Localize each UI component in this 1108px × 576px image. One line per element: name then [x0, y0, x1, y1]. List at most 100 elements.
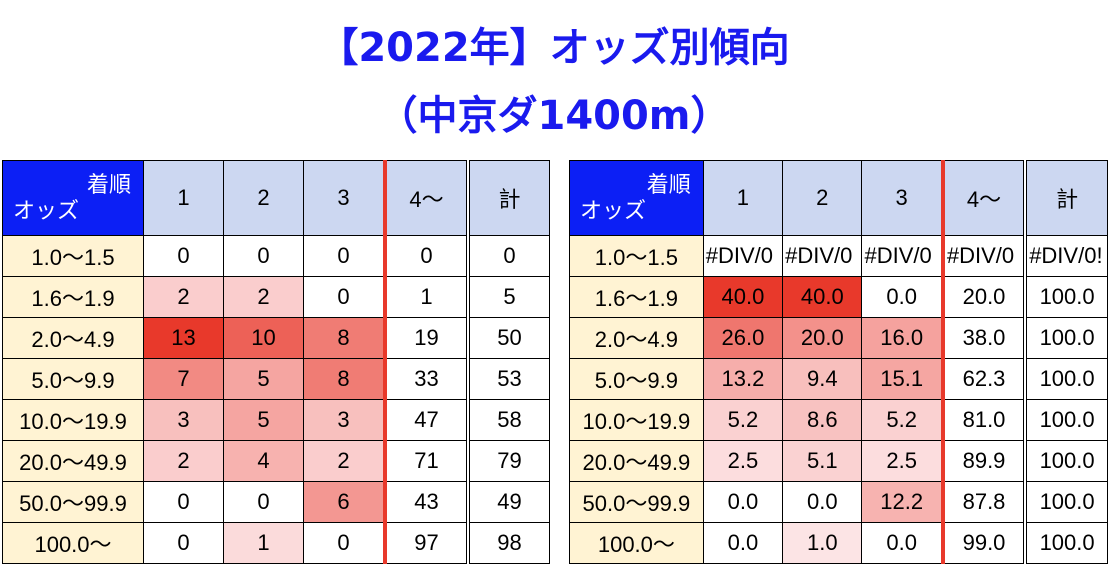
count-cell: 4 — [223, 440, 304, 482]
rate-cell: 13.2 — [702, 358, 784, 400]
rate-cell: 2.5 — [702, 440, 784, 482]
rate-cell: 15.1 — [861, 358, 945, 400]
rate-table-row: 10.0〜19.9 5.2 8.6 5.2 81.0 100.0 — [569, 399, 1108, 441]
rate-cell: 20.0 — [782, 317, 863, 359]
count-cell: 5 — [466, 276, 550, 318]
count-col-header: 3 — [303, 160, 387, 236]
rate-cell: 0.0 — [861, 522, 945, 564]
count-cell: 19 — [384, 317, 469, 359]
count-table-row: 20.0〜49.9 2 4 2 71 79 — [2, 440, 550, 482]
rate-row-label: 50.0〜99.9 — [569, 481, 704, 523]
count-cell: 3 — [303, 399, 387, 441]
rate-cell: 100.0 — [1023, 276, 1108, 318]
rate-cell: 0.0 — [861, 276, 945, 318]
count-cell: 47 — [384, 399, 469, 441]
rate-corner-top: 着順 — [646, 172, 691, 197]
count-cell: 5 — [223, 399, 304, 441]
rate-col-header: 3 — [861, 160, 945, 236]
rate-cell: 38.0 — [942, 317, 1026, 359]
rate-cell: 0.0 — [782, 481, 863, 523]
rate-cell: #DIV/0 — [942, 235, 1026, 277]
rate-corner-header: 着順 オッズ — [569, 160, 704, 236]
rate-cell: 87.8 — [942, 481, 1026, 523]
count-row-label: 50.0〜99.9 — [2, 481, 144, 523]
count-cell: 79 — [466, 440, 550, 482]
count-table-row: 100.0〜 0 1 0 97 98 — [2, 522, 550, 564]
count-cell: 33 — [384, 358, 469, 400]
rate-cell: 2.5 — [861, 440, 945, 482]
rate-cell: 100.0 — [1023, 481, 1108, 523]
count-cell: 0 — [303, 276, 387, 318]
count-row-label: 5.0〜9.9 — [2, 358, 144, 400]
count-row-label: 20.0〜49.9 — [2, 440, 144, 482]
count-cell: 13 — [143, 317, 224, 359]
rate-cell: 40.0 — [782, 276, 863, 318]
rate-row-label: 2.0〜4.9 — [569, 317, 704, 359]
rate-table-row: 5.0〜9.9 13.2 9.4 15.1 62.3 100.0 — [569, 358, 1108, 400]
rate-cell: 0.0 — [702, 522, 784, 564]
count-col-header: 2 — [223, 160, 304, 236]
rate-cell: 100.0 — [1023, 522, 1108, 564]
rate-table-row: 1.6〜1.9 40.0 40.0 0.0 20.0 100.0 — [569, 276, 1108, 318]
count-row-label: 100.0〜 — [2, 522, 144, 564]
count-cell: 0 — [466, 235, 550, 277]
rate-cell: 100.0 — [1023, 440, 1108, 482]
rate-cell: 100.0 — [1023, 358, 1108, 400]
rate-col-header: 1 — [702, 160, 784, 236]
count-cell: 50 — [466, 317, 550, 359]
count-cell: 10 — [223, 317, 304, 359]
count-col-header: 1 — [143, 160, 224, 236]
page-subtitle: （中京ダ1400m） — [377, 93, 731, 139]
rate-table: 着順 オッズ 1 2 3 4〜計 1.0〜1.5 #DIV/0 #DIV/0 #DIV/0 #DIV… — [569, 160, 1108, 564]
count-cell: 1 — [223, 522, 304, 564]
rate-row-label: 5.0〜9.9 — [569, 358, 704, 400]
count-cell: 1 — [384, 276, 469, 318]
rate-cell: 26.0 — [702, 317, 784, 359]
rate-cell: 89.9 — [942, 440, 1026, 482]
count-cell: 6 — [303, 481, 387, 523]
count-cell: 53 — [466, 358, 550, 400]
count-cell: 7 — [143, 358, 224, 400]
rate-col-header: 計 — [1023, 160, 1108, 236]
rate-table-row: 2.0〜4.9 26.0 20.0 16.0 38.0 100.0 — [569, 317, 1108, 359]
count-cell: 97 — [384, 522, 469, 564]
rate-cell: 8.6 — [782, 399, 863, 441]
rate-table-row: 1.0〜1.5 #DIV/0 #DIV/0 #DIV/0 #DIV/0 #DIV/0! — [569, 235, 1108, 277]
rate-cell: #DIV/0 — [861, 235, 945, 277]
count-table-row: 10.0〜19.9 3 5 3 47 58 — [2, 399, 550, 441]
rate-row-label: 10.0〜19.9 — [569, 399, 704, 441]
page-title: 【2022年】オッズ別傾向 — [318, 25, 790, 71]
count-row-label: 1.0〜1.5 — [2, 235, 144, 277]
count-cell: 2 — [303, 440, 387, 482]
rate-col-header: 4〜 — [942, 160, 1026, 236]
rate-cell: 0.0 — [702, 481, 784, 523]
count-table-row: 50.0〜99.9 0 0 6 43 49 — [2, 481, 550, 523]
rate-cell: 81.0 — [942, 399, 1026, 441]
rate-cell: 99.0 — [942, 522, 1026, 564]
rate-cell: 100.0 — [1023, 399, 1108, 441]
count-corner-bottom: オッズ — [13, 198, 80, 223]
count-cell: 49 — [466, 481, 550, 523]
rate-table-row: 100.0〜 0.0 1.0 0.0 99.0 100.0 — [569, 522, 1108, 564]
count-cell: 71 — [384, 440, 469, 482]
rate-corner-bottom: オッズ — [580, 198, 647, 223]
rate-cell: 1.0 — [782, 522, 863, 564]
count-cell: 5 — [223, 358, 304, 400]
count-cell: 0 — [303, 522, 387, 564]
rate-cell: 5.2 — [861, 399, 945, 441]
count-table: 着順 オッズ 1 2 3 4〜計 1.0〜1.5 0 0 0 0 0 1.6〜1.9 2 2 0 1 5 2.0〜4… — [2, 160, 550, 564]
rate-cell: #DIV/0 — [782, 235, 863, 277]
count-table-row: 5.0〜9.9 7 5 8 33 53 — [2, 358, 550, 400]
count-col-header: 4〜 — [384, 160, 469, 236]
rate-table-row: 50.0〜99.9 0.0 0.0 12.2 87.8 100.0 — [569, 481, 1108, 523]
rate-cell: 5.1 — [782, 440, 863, 482]
rate-cell: 12.2 — [861, 481, 945, 523]
count-table-row: 1.0〜1.5 0 0 0 0 0 — [2, 235, 550, 277]
rate-row-label: 1.0〜1.5 — [569, 235, 704, 277]
rate-row-label: 100.0〜 — [569, 522, 704, 564]
count-row-label: 10.0〜19.9 — [2, 399, 144, 441]
count-cell: 0 — [223, 481, 304, 523]
rate-cell: 16.0 — [861, 317, 945, 359]
rate-table-row: 20.0〜49.9 2.5 5.1 2.5 89.9 100.0 — [569, 440, 1108, 482]
count-cell: 3 — [143, 399, 224, 441]
